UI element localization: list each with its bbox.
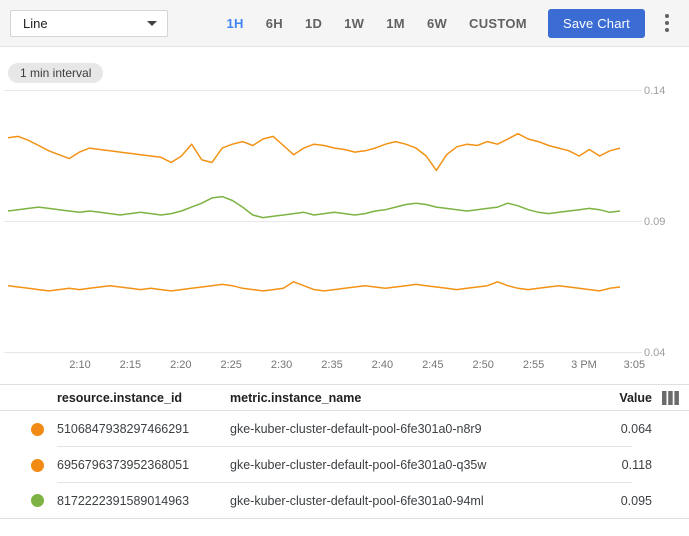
time-range-1d[interactable]: 1D: [294, 8, 333, 39]
y-axis-tick-label: 0.04: [644, 346, 666, 359]
cell-instance-id: 8172222391589014963: [57, 493, 190, 508]
table-row[interactable]: 6956796373952368051 gke-kuber-cluster-de…: [0, 447, 689, 483]
cell-instance-name: gke-kuber-cluster-default-pool-6fe301a0-…: [230, 422, 482, 436]
x-axis-tick-label: 2:35: [321, 359, 343, 371]
x-axis-tick-label: 2:25: [220, 359, 242, 371]
chart-type-dropdown[interactable]: Line: [10, 9, 168, 37]
column-chooser-icon[interactable]: [652, 390, 689, 405]
chart-type-value: Line: [23, 15, 48, 31]
x-axis-tick-label: 3 PM: [571, 359, 597, 371]
cell-instance-id: 5106847938297466291: [57, 422, 190, 436]
table-header-row: resource.instance_id metric.instance_nam…: [0, 384, 689, 411]
series-color-dot: [31, 494, 44, 507]
x-axis-tick-label: 2:50: [472, 359, 494, 371]
line-chart[interactable]: 0.14 0.09 0.04 2:10 2:15 2:20 2:25 2:30 2:35 2:40…: [0, 83, 689, 373]
cell-value: 0.095: [620, 493, 652, 508]
cell-instance-id: 6956796373952368051: [57, 458, 190, 472]
series-table: resource.instance_id metric.instance_nam…: [0, 384, 689, 519]
y-axis-tick-label: 0.09: [644, 215, 666, 228]
more-options-kebab-icon[interactable]: [657, 12, 677, 34]
x-axis-tick-label: 2:10: [69, 359, 91, 371]
x-axis-tick-label: 2:20: [170, 359, 192, 371]
col-header-instance-id: resource.instance_id: [57, 390, 183, 405]
x-axis-tick-label: 3:05: [623, 359, 646, 371]
time-range-custom[interactable]: CUSTOM: [458, 8, 538, 39]
series-line: [7, 195, 621, 219]
time-range-1m[interactable]: 1M: [375, 8, 416, 39]
time-range-1w[interactable]: 1W: [333, 8, 375, 39]
col-header-instance-name: metric.instance_name: [230, 390, 362, 405]
cell-instance-name: gke-kuber-cluster-default-pool-6fe301a0-…: [230, 458, 487, 472]
row-divider: [57, 446, 632, 447]
time-range-1h[interactable]: 1H: [216, 8, 255, 39]
row-divider: [57, 482, 632, 483]
cell-value: 0.064: [620, 422, 652, 436]
series-color-dot: [31, 458, 44, 472]
chart-canvas[interactable]: [0, 83, 689, 355]
chevron-down-icon: [147, 20, 157, 26]
cell-instance-name: gke-kuber-cluster-default-pool-6fe301a0-…: [230, 493, 484, 508]
x-axis-tick-label: 2:15: [119, 359, 142, 371]
cell-value: 0.118: [621, 458, 652, 472]
x-axis-tick-label: 2:40: [371, 359, 394, 371]
x-axis-tick-label: 2:30: [270, 359, 293, 371]
table-row[interactable]: 5106847938297466291 gke-kuber-cluster-de…: [0, 411, 689, 447]
series-line: [7, 132, 621, 172]
time-range-6h[interactable]: 6H: [255, 8, 294, 39]
series-color-dot: [31, 422, 44, 436]
col-header-value: Value: [619, 390, 652, 405]
series-line: [7, 281, 621, 292]
table-row[interactable]: 8172222391589014963 gke-kuber-cluster-de…: [0, 483, 689, 519]
view-column-icon: [662, 390, 679, 405]
save-chart-button[interactable]: Save Chart: [547, 8, 645, 38]
x-axis-tick-label: 2:45: [422, 359, 444, 371]
chart-toolbar: Line 1H 6H 1D 1W 1M 6W CUSTOM Save Chart: [0, 0, 689, 47]
time-range-group: 1H 6H 1D 1W 1M 6W CUSTOM Save Chart: [216, 8, 678, 39]
interval-chip: 1 min interval: [8, 63, 104, 83]
time-range-6w[interactable]: 6W: [416, 8, 458, 39]
chip-row: 1 min interval: [0, 47, 689, 83]
y-axis-tick-label: 0.14: [644, 84, 666, 97]
x-axis-tick-label: 2:55: [522, 359, 545, 371]
